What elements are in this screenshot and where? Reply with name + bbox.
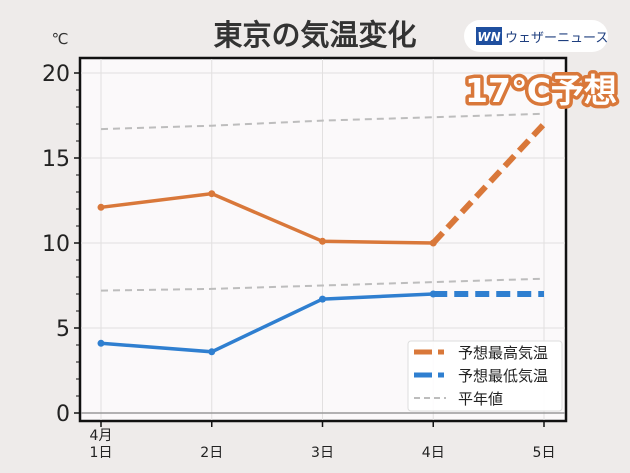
normal-temperature-line <box>100 112 545 131</box>
legend: 予想最高気温 予想最低気温 平年値 <box>407 340 563 412</box>
y-tick-label: 20 <box>42 62 70 87</box>
brand-logo-text: WN <box>477 30 500 44</box>
high-temperature-point <box>319 237 326 245</box>
low-temperature-point <box>97 339 105 347</box>
low-temperature-line <box>100 292 434 354</box>
x-tick-label: 4日 <box>422 445 445 461</box>
brand-logo <box>476 27 502 45</box>
y-tick-label: 15 <box>42 147 70 172</box>
forecast-callout: 17℃予想 <box>465 71 617 110</box>
high-temperature-point <box>208 190 216 198</box>
y-tick-label: 10 <box>42 232 70 257</box>
x-tick-label: 2日 <box>200 445 223 461</box>
x-tick-label: 3日 <box>311 445 334 461</box>
low-temperature-point <box>208 348 216 356</box>
x-tick-label: 5日 <box>533 445 556 461</box>
y-tick-label: 5 <box>56 317 70 342</box>
high-temperature-point <box>97 203 105 211</box>
normal-temperature-line <box>100 277 545 292</box>
high-temperature-point <box>429 239 437 247</box>
y-unit-label: ℃ <box>52 30 69 48</box>
low-temperature-point <box>429 290 437 298</box>
high-temperature-line <box>100 191 434 245</box>
high-forecast-line <box>431 121 547 246</box>
x-tick-label: 4月 1日 <box>90 428 113 461</box>
brand-name: ウェザーニュース <box>505 31 608 46</box>
brand-badge: WN ウェザーニュース <box>464 20 608 52</box>
chart-title: 東京の気温変化 <box>213 18 416 52</box>
legend-normal-label: 平年値 <box>458 390 503 408</box>
y-tick-label: 0 <box>56 402 70 427</box>
low-temperature-point <box>319 295 326 303</box>
legend-low-label: 予想最低気温 <box>458 367 548 385</box>
legend-high-label: 予想最高気温 <box>458 344 548 362</box>
